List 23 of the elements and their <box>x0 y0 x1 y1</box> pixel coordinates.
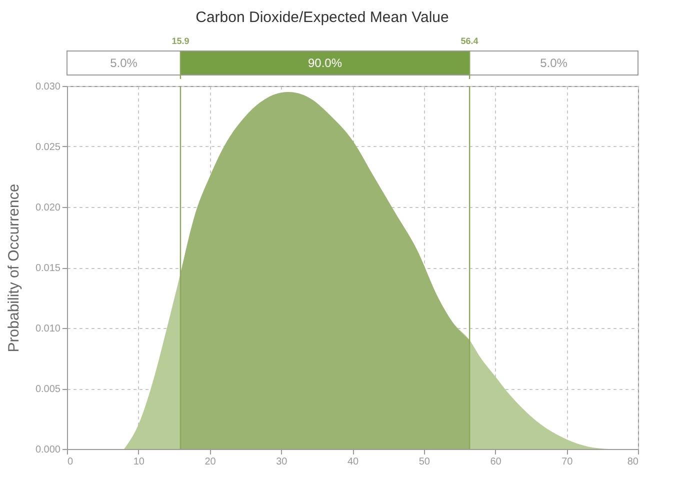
x-tick-label: 50 <box>418 456 430 468</box>
x-tick-label: 70 <box>562 456 574 468</box>
text: 5.0% <box>110 56 138 70</box>
text: 5.0% <box>540 56 568 70</box>
y-tick-label: 0.020 <box>35 202 61 214</box>
y-axis-title: Probability of Occurrence <box>5 184 22 352</box>
y-tick-label: 0.015 <box>35 263 61 274</box>
x-tick-label: 0 <box>68 456 74 468</box>
y-tick-label: 0.025 <box>35 142 61 153</box>
y-tick-label: 0.030 <box>35 82 61 92</box>
x-tick-label: 20 <box>204 456 216 468</box>
ref-line-label: 56.4 <box>460 36 478 46</box>
text: 90.0% <box>308 56 342 70</box>
ref-line-label: 15.9 <box>172 36 190 46</box>
x-tick-label: 40 <box>347 456 359 468</box>
x-tick-label: 80 <box>627 456 639 468</box>
y-tick-label: 0.010 <box>35 324 61 334</box>
y-tick-label: 0.000 <box>35 444 61 456</box>
x-tick-label: 30 <box>276 456 288 468</box>
y-tick-label: 0.005 <box>35 384 61 395</box>
x-tick-label: 10 <box>133 456 145 468</box>
chart-title: Carbon Dioxide/Expected Mean Value <box>196 9 449 26</box>
x-tick-label: 60 <box>490 456 502 468</box>
